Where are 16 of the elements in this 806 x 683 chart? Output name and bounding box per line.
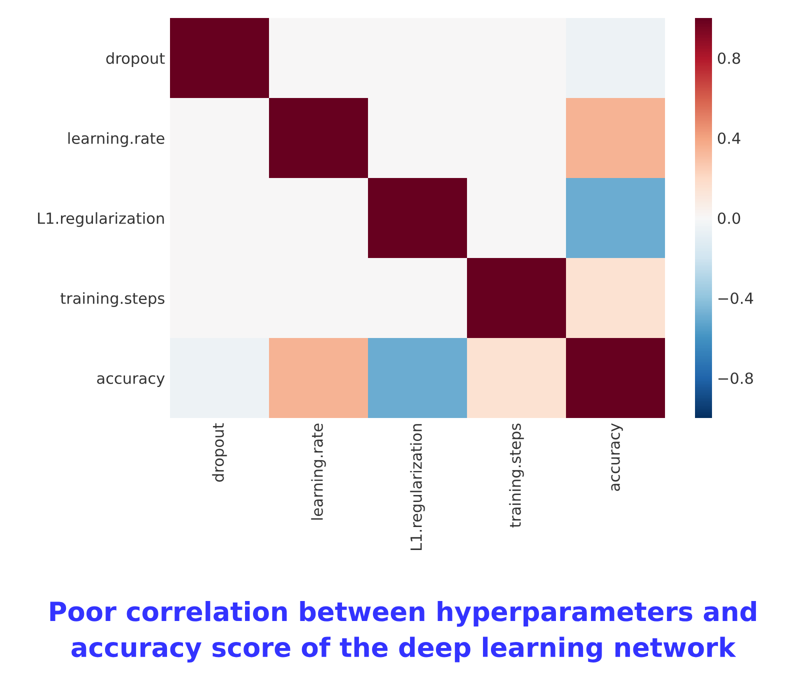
x-tick-label: accuracy [611,423,623,491]
color-bar-label: −0.8 [718,372,753,384]
x-tick-label: dropout [212,423,227,482]
text: Poor correlation between hyperparameters and accuracy score of the deep learning network [50,600,756,663]
y-tick-label: learning.rate [68,132,164,147]
y-tick-label: accuracy [97,375,165,387]
x-tick-label: L1.regularization [410,424,425,550]
color-bar-label: −0.4 [718,292,754,304]
color-bar-label: 0.8 [718,52,740,64]
x-tick-label: learning.rate [311,424,326,520]
color-bar-label: 0.4 [718,132,740,144]
y-tick-label: dropout [106,52,165,67]
y-tick-label: L1.regularization [38,212,164,227]
y-tick-label: training.steps [60,292,164,307]
color-bar-label: 0.0 [718,212,740,224]
x-tick-label: training.steps [509,424,524,528]
